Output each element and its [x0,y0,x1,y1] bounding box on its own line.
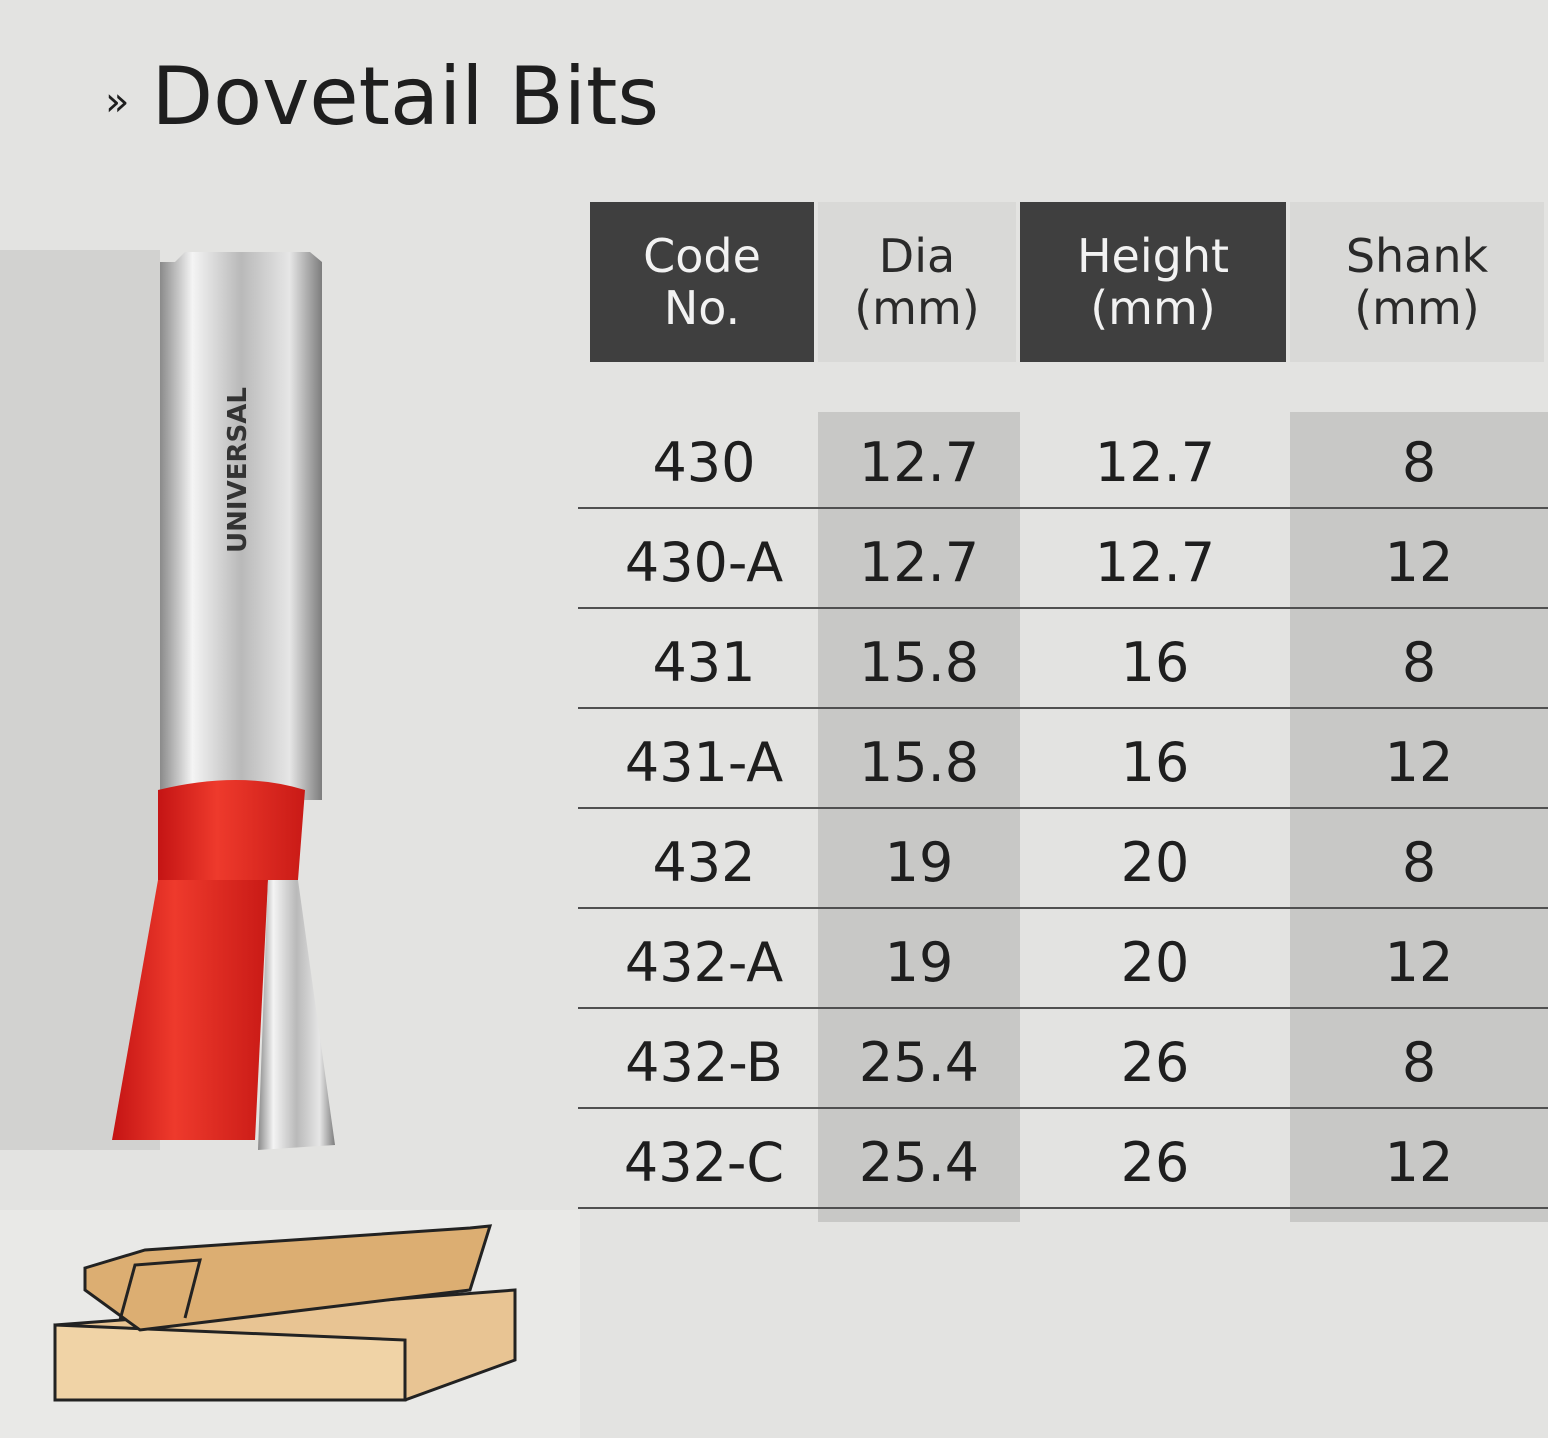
table-cell: 430 [652,430,756,494]
table-cell: 432-C [623,1130,785,1194]
cutter [258,880,335,1150]
header-cell: Height (mm) [1020,202,1286,362]
table-cell: 15.8 [858,730,980,794]
wood-tails [83,1224,493,1332]
table-cell: 25.4 [858,1030,980,1094]
row-separator [578,1207,1548,1209]
table-cell: 12 [1384,530,1454,594]
table-cell: 12.7 [1094,430,1216,494]
table-cell: 20 [1120,830,1190,894]
table-cell: 20 [1120,930,1190,994]
table-cell: 8 [1401,830,1437,894]
header-cell: Code No. [590,202,814,362]
table-cell: 432-A [624,930,784,994]
header-line: Shank [1345,229,1489,283]
table-cell: 8 [1401,430,1437,494]
bit-body [112,880,268,1140]
row-separator [578,707,1548,709]
header-cell: Shank (mm) [1290,202,1544,362]
table-cell: 430-A [624,530,784,594]
shank [160,252,322,800]
table-cell: 12.7 [858,530,980,594]
column-shade [818,412,1020,1222]
table-cell: 431-A [624,730,784,794]
page-title: » Dovetail Bits [105,50,659,143]
table-cell: 25.4 [858,1130,980,1194]
wood-front [53,1323,407,1402]
header-line: (mm) [854,281,980,335]
header-line: Dia [878,229,956,283]
header-line: Code [643,229,761,283]
table-cell: 432 [652,830,756,894]
row-separator [578,607,1548,609]
row-separator [578,1007,1548,1009]
header-line: No. [663,281,741,335]
header-cell: Dia (mm) [818,202,1016,362]
table-cell: 26 [1120,1030,1190,1094]
row-separator [578,807,1548,809]
table-cell: 16 [1120,730,1190,794]
table-cell: 12 [1384,1130,1454,1194]
logo: UNIVERSAL [223,387,253,553]
table-cell: 12.7 [1094,530,1216,594]
header-line: Height [1076,229,1230,283]
row-separator [578,907,1548,909]
table-cell: 19 [884,830,954,894]
row-separator [578,507,1548,509]
title-marker: » [105,79,130,126]
table-cell: 16 [1120,630,1190,694]
table-cell: 19 [884,930,954,994]
column-shade [1290,412,1548,1222]
table-cell: 15.8 [858,630,980,694]
table-cell: 12.7 [858,430,980,494]
photo-backdrop [0,250,160,1150]
illustration: UNIVERSAL [0,250,580,1438]
table-cell: 12 [1384,730,1454,794]
table-cell: 26 [1120,1130,1190,1194]
header-line: (mm) [1090,281,1216,335]
header-line: (mm) [1354,281,1480,335]
table-cell: 8 [1401,1030,1437,1094]
table-cell: 432-B [625,1030,783,1094]
title-text: Dovetail Bits [151,50,660,143]
table-cell: 431 [652,630,756,694]
wood-joints [118,1258,202,1321]
table-cell: 12 [1384,930,1454,994]
bit-neck [158,780,305,880]
table-cell: 8 [1401,630,1437,694]
row-separator [578,1107,1548,1109]
